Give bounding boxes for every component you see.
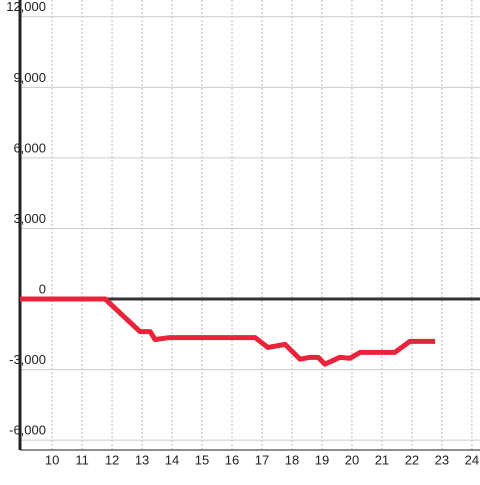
y-tick-label: -3,000: [9, 352, 46, 367]
y-tick-label: 9,000: [13, 70, 46, 85]
x-tick-label: 19: [315, 452, 329, 467]
y-tick-label: 12,000: [6, 0, 46, 14]
x-tick-label: 21: [375, 452, 389, 467]
grid: [20, 0, 480, 450]
labels: 10 11 12 13 14 15 16 17 18 19 20 21 22 23 24 12,000 9,00…: [6, 0, 479, 467]
x-tick-label: 15: [195, 452, 209, 467]
x-tick-label: 16: [225, 452, 239, 467]
x-tick-label: 23: [435, 452, 449, 467]
x-tick-label: 10: [45, 452, 59, 467]
y-tick-label: 0: [39, 281, 46, 296]
x-tick-label: 24: [465, 452, 479, 467]
x-tick-label: 11: [75, 452, 89, 467]
x-tick-label: 12: [105, 452, 119, 467]
y-tick-label: 6,000: [13, 140, 46, 155]
x-tick-label: 18: [285, 452, 299, 467]
y-tick-label: 3,000: [13, 211, 46, 226]
x-tick-label: 22: [405, 452, 419, 467]
x-tick-label: 17: [255, 452, 269, 467]
line-series: [20, 296, 436, 367]
x-tick-label: 13: [135, 452, 149, 467]
x-tick-label: 14: [165, 452, 179, 467]
y-tick-label: -6,000: [9, 423, 46, 438]
x-tick-label: 20: [345, 452, 359, 467]
